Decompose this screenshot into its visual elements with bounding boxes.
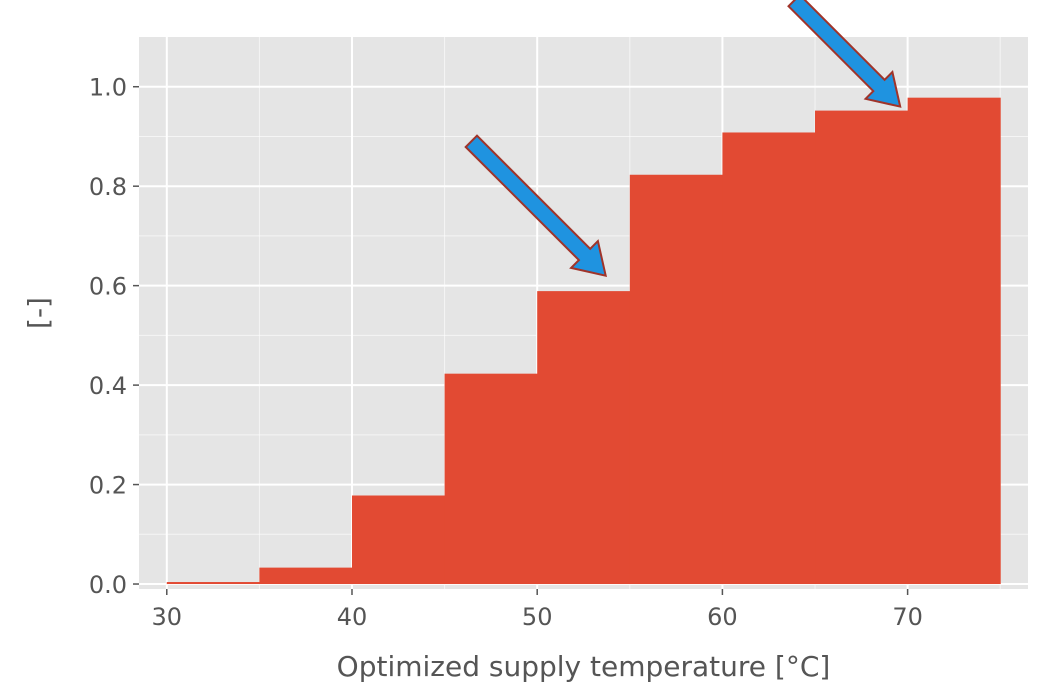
annotation-arrow [464, 134, 608, 278]
x-axis-label: Optimized supply temperature [°C] [337, 650, 831, 683]
y-tick-label: 0.8 [89, 173, 127, 201]
x-tick-label: 60 [707, 603, 738, 631]
histogram-bar [629, 174, 723, 585]
histogram-bar [907, 97, 1001, 585]
histogram-bars [166, 97, 1001, 585]
histogram-bar [259, 567, 353, 585]
histogram-bar [166, 582, 260, 585]
annotation-arrows [464, 0, 902, 278]
annotation-arrow [787, 0, 902, 108]
histogram-bar [815, 110, 909, 585]
x-tick-label: 40 [337, 603, 368, 631]
y-tick-label: 0.0 [89, 571, 127, 599]
histogram-bar [444, 373, 538, 585]
x-tick-label: 70 [892, 603, 923, 631]
y-axis-ticks: 0.0 0.2 0.4 0.6 0.8 1.0 [89, 74, 139, 599]
histogram-bar [351, 495, 446, 585]
y-tick-label: 1.0 [89, 74, 127, 102]
y-tick-label: 0.2 [89, 472, 127, 500]
y-tick-label: 0.6 [89, 273, 127, 301]
x-tick-label: 30 [152, 603, 183, 631]
y-axis-label: [-] [22, 297, 55, 329]
histogram-bar [722, 132, 816, 585]
x-axis-ticks: 30 40 50 60 70 [152, 589, 923, 631]
y-tick-label: 0.4 [89, 372, 127, 400]
histogram-bar [537, 291, 631, 585]
x-tick-label: 50 [522, 603, 553, 631]
